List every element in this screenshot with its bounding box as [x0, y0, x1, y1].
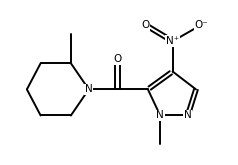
Text: O: O — [141, 20, 149, 30]
Text: O: O — [114, 54, 122, 64]
Text: N: N — [184, 111, 192, 120]
Text: N: N — [85, 84, 93, 94]
Text: O⁻: O⁻ — [195, 20, 208, 30]
Text: N: N — [156, 111, 164, 120]
Text: N⁺: N⁺ — [166, 36, 179, 46]
